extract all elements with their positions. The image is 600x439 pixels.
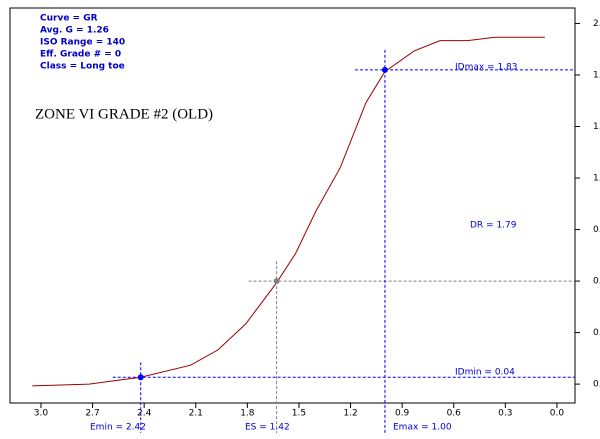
info-line: Curve = GR <box>40 14 98 24</box>
y-tick-label: 1.5 <box>593 122 600 132</box>
info-line: Eff. Grade # = 0 <box>40 50 121 60</box>
x-tick-label: 0.9 <box>395 409 410 419</box>
x-tick-label: 1.8 <box>240 409 255 419</box>
info-line: ISO Range = 140 <box>40 38 125 48</box>
x-tick-label: 3.0 <box>34 409 49 419</box>
y-tick-label: 2.1 <box>593 19 600 29</box>
x-tick-label: 2.4 <box>137 409 152 419</box>
x-tick-label: 1.5 <box>292 409 306 419</box>
marker <box>137 374 144 381</box>
plot-frame <box>9 7 576 404</box>
chart-title: ZONE VI GRADE #2 (OLD) <box>35 106 213 122</box>
annotation: Emax = 1.00 <box>393 423 452 433</box>
y-tick-label: 0.9 <box>593 225 600 235</box>
x-tick-label: 0.6 <box>447 409 462 419</box>
annotation: IDmin = 0.04 <box>455 368 515 378</box>
annotation: IDmax = 1.83 <box>455 63 518 73</box>
y-tick-label: 0.6 <box>593 277 600 287</box>
x-tick-label: 2.7 <box>85 409 99 419</box>
x-tick-label: 0.3 <box>498 409 512 419</box>
marker <box>381 66 388 73</box>
y-tick-label: 0.3 <box>593 328 600 338</box>
curve <box>32 36 545 387</box>
x-tick-label: 1.2 <box>343 409 357 419</box>
annotation: Emin = 2.42 <box>90 423 146 433</box>
y-tick-label: 0.0 <box>593 380 600 390</box>
y-tick-label: 1.2 <box>593 174 600 184</box>
info-line: Class = Long toe <box>40 62 125 72</box>
annotation: DR = 1.79 <box>470 221 517 231</box>
x-tick-label: 0.0 <box>550 409 565 419</box>
info-line: Avg. G = 1.26 <box>40 26 109 36</box>
y-tick-label: 1.8 <box>593 70 600 80</box>
x-tick-label: 2.1 <box>189 409 203 419</box>
marker <box>273 278 280 285</box>
annotation: ES = 1.42 <box>245 423 290 433</box>
